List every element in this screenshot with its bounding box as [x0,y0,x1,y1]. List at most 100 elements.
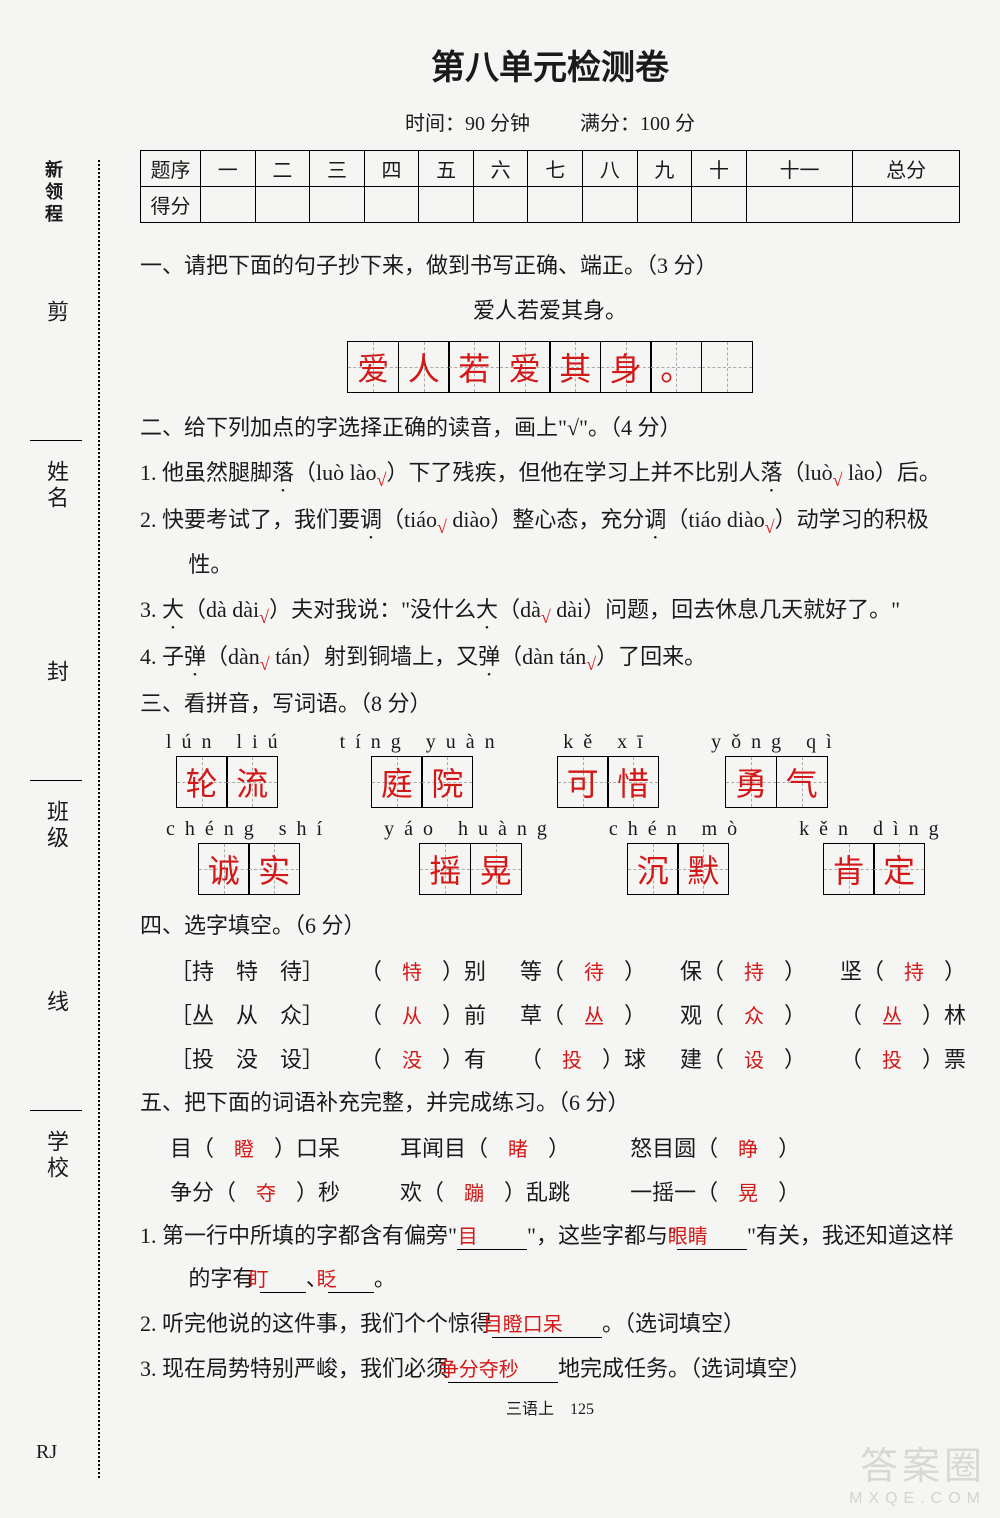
score-cell[interactable] [583,187,638,223]
line-label: 线 [40,990,72,1016]
score-cell[interactable] [473,187,528,223]
idiom-item: 一摇一（ 晃 ） [630,1171,800,1215]
tianzi-cell [701,341,753,393]
tianzi-cell: 其 [549,341,601,393]
score-cell[interactable] [528,187,583,223]
tianzi-cell: 默 [677,843,729,895]
tianzi-cell: 人 [398,341,450,393]
q3-item: yáo huàng摇晃 [384,818,557,895]
tianzi-cell: 定 [873,843,925,895]
tianzi-cell: 庭 [371,756,423,808]
score-col: 四 [364,151,419,187]
school-label: 学校 [40,1130,72,1182]
q3-item: kě xī可惜 [557,731,660,808]
tianzi-cell: 气 [776,756,828,808]
score-col: 九 [637,151,692,187]
score-cell[interactable] [364,187,419,223]
tianzi-cell: 身 [600,341,652,393]
tianzi-cell: 轮 [176,756,228,808]
score-row2-label: 得分 [141,187,201,223]
watermark: 答案圈 MXQE.COM [849,1435,986,1508]
pinyin-label: tíng yuàn [340,731,505,754]
rj-label: RJ [36,1441,57,1464]
score-cell[interactable] [201,187,256,223]
pinyin-label: kěn dìng [799,818,948,841]
tianzi-cell: 晃 [470,843,522,895]
q5-sub2: 2. 听完他说的这件事，我们个个惊得目瞪口呆。（选词填空） [140,1303,960,1346]
q3-item: kěn dìng肯定 [799,818,948,895]
pinyin-label: chéng shí [166,818,332,841]
score-col: 十 [692,151,747,187]
seal-label: 封 [40,660,72,686]
tianzi-cell: 爱 [499,341,551,393]
binding-column: 新领程 剪 姓名 封 班级 线 学校 [30,160,100,1478]
q2-item: 3. 大（dà dài√）夫对我说："没什么大（dà√ dài）问题，回去休息几… [140,589,960,634]
score-cell[interactable] [746,187,853,223]
q1-line: 爱人若爱其身。 [140,290,960,333]
q3-item: chén mò沉默 [609,818,747,895]
brand-label: 新领程 [40,160,66,226]
idiom-item: 争分（ 夺 ）秒 [170,1171,340,1215]
score-cell[interactable] [637,187,692,223]
q2-item: 2. 快要考试了，我们要调（tiáo√ diào）整心态，充分调（tiáo di… [140,499,960,587]
tianzi-cell: 实 [248,843,300,895]
tianzi-cell: 院 [421,756,473,808]
score-col: 总分 [853,151,960,187]
score-col: 三 [310,151,365,187]
idiom-item: 欢（ 蹦 ）乱跳 [400,1171,570,1215]
score-table: 题序一二三四五六七八九十十一总分 得分 [140,150,960,223]
score-col: 二 [255,151,310,187]
q4-heading: 四、选字填空。（6 分） [140,905,960,948]
tianzi-cell: 若 [448,341,500,393]
q3-heading: 三、看拼音，写词语。（8 分） [140,683,960,726]
q3-item: yǒng qì勇气 [711,731,842,808]
tianzi-cell: 可 [557,756,609,808]
cut-label: 剪 [40,300,72,326]
q1-heading: 一、请把下面的句子抄下来，做到书写正确、端正。（3 分） [140,245,960,288]
q3-item: lún liú轮流 [166,731,288,808]
pinyin-label: chén mò [609,818,747,841]
score-col: 六 [473,151,528,187]
score-cell[interactable] [419,187,474,223]
q5-heading: 五、把下面的词语补充完整，并完成练习。（6 分） [140,1082,960,1125]
pinyin-label: yáo huàng [384,818,557,841]
q5-sub1: 1. 第一行中所填的字都含有偏旁"目"，这些字都与"眼睛"有关，我还知道这样的字… [140,1215,960,1301]
tianzi-cell: 流 [226,756,278,808]
idiom-item: 目（ 瞪 ）口呆 [170,1127,340,1171]
pinyin-label: kě xī [563,731,652,754]
page-title: 第八单元检测卷 [140,40,960,89]
q1-answer-boxes: 爱人若爱其身。 [140,341,960,393]
tianzi-cell: 惜 [607,756,659,808]
page-footer: 三语上 125 [140,1395,960,1419]
score-cell[interactable] [255,187,310,223]
q5-sub3: 3. 现在局势特别严峻，我们必须争分夺秒地完成任务。（选词填空） [140,1348,960,1391]
tianzi-cell: 勇 [725,756,777,808]
score-cell[interactable] [692,187,747,223]
name-label: 姓名 [40,460,72,512]
exam-meta: 时间：90 分钟 满分：100 分 [140,107,960,136]
q3-grid: lún liú轮流 tíng yuàn庭院 kě xī可惜 yǒng qì勇气 chén… [140,731,960,895]
score-col: 七 [528,151,583,187]
q2-item: 4. 子弹（dàn√ tán）射到铜墙上，又弹（dàn tán√）了回来。 [140,636,960,681]
class-label: 班级 [40,800,72,852]
q4-row: ［投 没 设］（ 没 ）有（ 投 ）球建（ 设 ）（ 投 ）票 [140,1038,960,1082]
score-row1-label: 题序 [141,151,201,187]
tianzi-cell: 沉 [627,843,679,895]
q4-row: ［持 特 待］（ 特 ）别等（ 待 ）保（ 持 ）坚（ 持 ） [140,950,960,994]
tianzi-cell: 肯 [823,843,875,895]
idiom-item: 耳闻目（ 睹 ） [400,1127,570,1171]
score-cell[interactable] [310,187,365,223]
page-content: 第八单元检测卷 时间：90 分钟 满分：100 分 题序一二三四五六七八九十十一… [120,0,980,1498]
q4-row: ［丛 从 众］（ 从 ）前草（ 丛 ）观（ 众 ）（ 丛 ）林 [140,994,960,1038]
q3-item: tíng yuàn庭院 [340,731,505,808]
q3-item: chéng shí诚实 [166,818,332,895]
score-col: 八 [583,151,638,187]
tianzi-cell: 。 [650,341,702,393]
tianzi-cell: 爱 [347,341,399,393]
tianzi-cell: 摇 [419,843,471,895]
pinyin-label: lún liú [166,731,288,754]
tianzi-cell: 诚 [198,843,250,895]
score-col: 十一 [746,151,853,187]
score-col: 五 [419,151,474,187]
score-cell[interactable] [853,187,960,223]
